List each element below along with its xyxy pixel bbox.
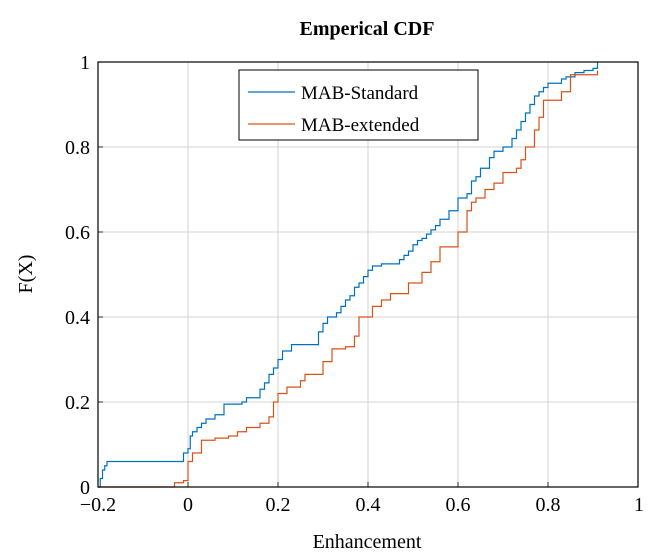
series-line-extended	[98, 70, 599, 488]
x-tick-label: −0.2	[80, 494, 116, 516]
series-line-standard	[98, 62, 599, 488]
legend-label-extended: MAB-extended	[301, 115, 420, 136]
y-tick-label: 1	[80, 52, 90, 74]
x-tick-label: 0.2	[266, 494, 291, 516]
plot-frame	[97, 61, 639, 488]
y-tick-label: 0	[80, 477, 90, 499]
legend-box	[238, 69, 479, 141]
y-tick-label: 0.6	[65, 222, 90, 244]
x-tick-label: 0	[183, 494, 193, 516]
x-tick-labels: −0.2 0 0.2 0.4 0.6 0.8 1	[80, 494, 644, 516]
x-tick-label: 0.8	[536, 494, 561, 516]
series-lines	[98, 62, 599, 488]
y-tick-label: 0.8	[65, 137, 90, 159]
x-tick-label: 0.6	[446, 494, 471, 516]
y-tick-label: 0.4	[65, 307, 90, 329]
chart-title: Emperical CDF	[300, 18, 435, 40]
legend-label-standard: MAB-Standard	[301, 83, 419, 104]
y-axis-label: F(X)	[15, 255, 37, 294]
y-tick-labels: 0 0.2 0.4 0.6 0.8 1	[65, 52, 90, 499]
x-tick-label: 0.4	[356, 494, 381, 516]
x-tick-label: 1	[634, 494, 644, 516]
x-axis-label: Enhancement	[313, 531, 422, 553]
y-tick-label: 0.2	[65, 392, 90, 414]
legend: MAB-Standard MAB-extended	[238, 69, 479, 141]
